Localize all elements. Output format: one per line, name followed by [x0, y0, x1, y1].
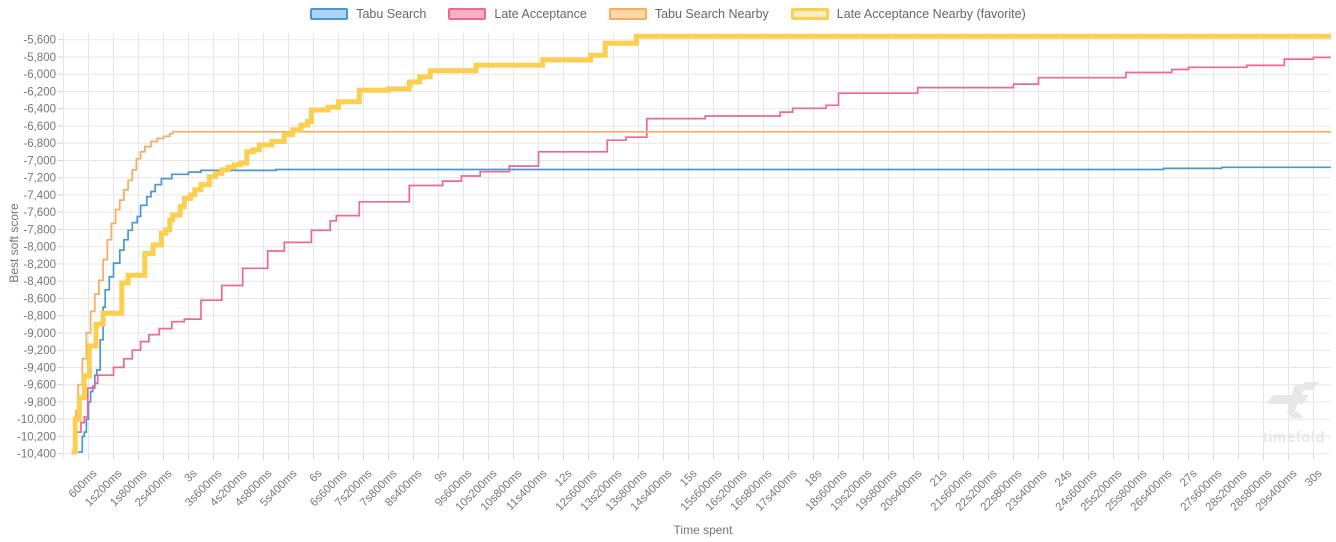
- svg-text:-7,600: -7,600: [23, 207, 56, 219]
- svg-text:-5,600: -5,600: [23, 35, 56, 47]
- svg-text:-9,600: -9,600: [23, 380, 56, 392]
- svg-text:-7,000: -7,000: [23, 155, 56, 167]
- svg-text:-6,600: -6,600: [23, 121, 56, 133]
- svg-text:-9,200: -9,200: [23, 345, 56, 357]
- legend-item-late-acceptance[interactable]: Late Acceptance: [448, 7, 587, 21]
- watermark-text: timefold: [1262, 429, 1326, 446]
- legend-swatch: [608, 8, 647, 20]
- svg-text:-8,400: -8,400: [23, 276, 56, 288]
- svg-text:30s: 30s: [1303, 467, 1325, 489]
- svg-text:-6,800: -6,800: [23, 138, 56, 150]
- grid-layer: [57, 33, 1331, 460]
- svg-text:-8,600: -8,600: [23, 293, 56, 305]
- svg-text:-8,000: -8,000: [23, 242, 56, 254]
- svg-text:-7,800: -7,800: [23, 224, 56, 236]
- svg-text:-7,200: -7,200: [23, 173, 56, 185]
- svg-text:-9,000: -9,000: [23, 328, 56, 340]
- series-line-tabu-search: [78, 166, 1331, 453]
- timefold-logo-icon: [1267, 382, 1319, 418]
- legend-label: Late Acceptance Nearby (favorite): [836, 7, 1026, 21]
- svg-text:-9,400: -9,400: [23, 362, 56, 374]
- legend-label: Tabu Search Nearby: [654, 7, 769, 21]
- svg-text:-10,000: -10,000: [17, 414, 56, 426]
- legend-item-tabu-search-nearby[interactable]: Tabu Search Nearby: [608, 7, 769, 21]
- svg-text:-5,800: -5,800: [23, 52, 56, 64]
- svg-text:-6,000: -6,000: [23, 69, 56, 81]
- svg-text:-10,200: -10,200: [17, 431, 56, 443]
- svg-text:-6,200: -6,200: [23, 86, 56, 98]
- svg-text:9s: 9s: [433, 467, 450, 484]
- series-line-late-acceptance-nearby-favorite: [71, 33, 1331, 455]
- series-line-late-acceptance: [71, 56, 1331, 453]
- svg-text:-8,200: -8,200: [23, 259, 56, 271]
- legend-item-late-acceptance-nearby-favorite[interactable]: Late Acceptance Nearby (favorite): [790, 7, 1026, 21]
- svg-text:-6,400: -6,400: [23, 104, 56, 116]
- svg-text:-8,800: -8,800: [23, 311, 56, 323]
- svg-text:-7,400: -7,400: [23, 190, 56, 202]
- series-lines-layer: [71, 33, 1331, 455]
- x-axis-title: Time spent: [673, 523, 733, 537]
- legend-swatch: [448, 8, 487, 20]
- timefold-watermark: timefold: [1258, 382, 1330, 446]
- legend-swatch: [310, 8, 349, 20]
- legend-item-tabu-search[interactable]: Tabu Search: [310, 7, 426, 21]
- series-line-tabu-search-nearby: [71, 130, 1331, 453]
- chart-legend: Tabu Search Late Acceptance Tabu Search Ne…: [0, 7, 1336, 21]
- y-axis-title: Best soft score: [7, 203, 21, 283]
- svg-text:3s: 3s: [183, 467, 200, 484]
- svg-text:6s: 6s: [308, 467, 325, 484]
- legend-swatch: [790, 8, 829, 20]
- svg-text:-10,400: -10,400: [17, 449, 56, 461]
- legend-label: Late Acceptance: [494, 7, 587, 21]
- svg-text:-9,800: -9,800: [23, 397, 56, 409]
- legend-label: Tabu Search: [356, 7, 427, 21]
